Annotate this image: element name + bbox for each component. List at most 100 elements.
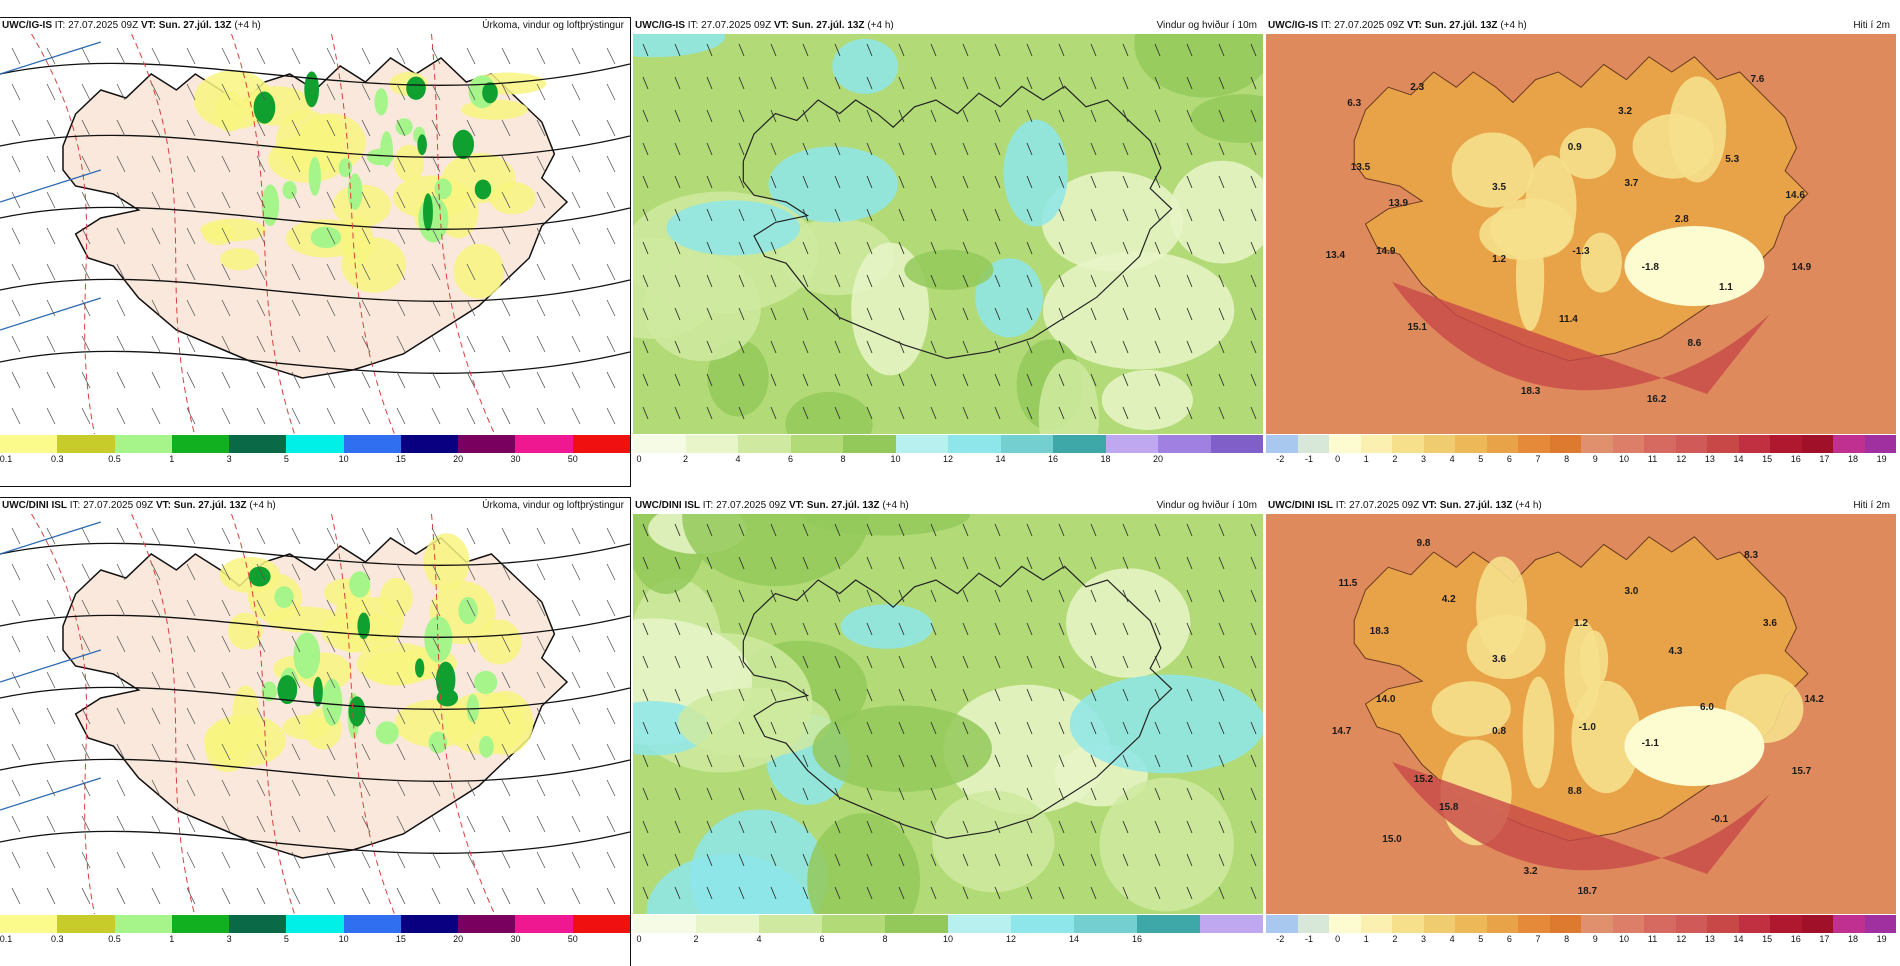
wind-arrow [674, 373, 681, 387]
wind-arrow [802, 589, 809, 603]
wind-barb [46, 887, 56, 905]
wind-arrow [866, 208, 873, 222]
wind-arrow [1122, 688, 1129, 702]
wind-arrow [1250, 109, 1257, 123]
temperature-label: 18.7 [1578, 886, 1598, 897]
wind-arrow [1026, 340, 1033, 354]
colorbar-tick: 12 [1005, 934, 1017, 944]
temperature-label: -0.1 [1711, 814, 1729, 825]
temperature-label: 2.8 [1675, 214, 1689, 225]
graticule-line [0, 649, 101, 683]
wind-arrow [1218, 43, 1225, 57]
panel-title: Úrkoma, vindur og loftþrýstingur [482, 20, 624, 31]
colorbar-swatch [572, 435, 630, 453]
wind-barb [221, 191, 231, 209]
init-time: 27.07.2025 09Z [716, 500, 787, 511]
wind-barb [11, 83, 21, 101]
wind-arrow [738, 688, 745, 702]
wind-arrow [1218, 274, 1225, 288]
wind-arrow [674, 886, 681, 900]
wind-barb [46, 635, 56, 653]
temperature-label: 6.3 [1347, 98, 1361, 109]
wind-arrow [898, 373, 905, 387]
temperature-label: -1.1 [1642, 738, 1660, 749]
wind-arrow [866, 76, 873, 90]
wind-barb [46, 47, 56, 65]
wind-barb [221, 779, 231, 797]
temperature-label: 7.6 [1750, 74, 1764, 85]
wind-barb [256, 887, 266, 905]
wind-arrow [1122, 787, 1129, 801]
temperature-area [1579, 630, 1609, 689]
model-name: UWC/DINI ISL [635, 500, 700, 511]
wind-arrow [898, 688, 905, 702]
temperature-contour [131, 34, 195, 434]
wind-barb [326, 47, 336, 65]
precip-area [435, 661, 456, 698]
colorbar-swatch [885, 915, 948, 933]
wind-arrow [930, 208, 937, 222]
wind-arrow [1154, 820, 1161, 834]
colorbar-tick: 14 [1733, 454, 1744, 464]
wind-barb [116, 887, 126, 905]
wind-arrow [738, 142, 745, 156]
wind-arrow [1154, 853, 1161, 867]
wind-arrow [1250, 721, 1257, 735]
wind-barb [46, 155, 56, 173]
colorbar-tick: 6 [1506, 454, 1512, 464]
wind-arrow [1122, 142, 1129, 156]
wind-barb [606, 119, 616, 137]
wind-area [832, 38, 899, 94]
wind-arrow [1154, 886, 1161, 900]
wind-arrow [1122, 76, 1129, 90]
wind-arrow [802, 274, 809, 288]
wind-arrow [962, 208, 969, 222]
wind-barb [46, 227, 56, 245]
wind-barb [466, 635, 476, 653]
wind-barb [431, 155, 441, 173]
wind-arrow [1218, 307, 1225, 321]
wind-arrow [1154, 175, 1161, 189]
wind-arrow [1026, 43, 1033, 57]
wind-barb [46, 119, 56, 137]
wind-barb [186, 227, 196, 245]
wind-arrow [1218, 853, 1225, 867]
wind-barb [116, 371, 126, 389]
wind-barb [186, 779, 196, 797]
wind-arrow [738, 241, 745, 255]
wind-barb [11, 527, 21, 545]
wind-barb [81, 599, 91, 617]
wind-barb [606, 887, 616, 905]
wind-barb [501, 743, 511, 761]
valid-time: VT: Sun. 27.júl. 13Z [1421, 500, 1513, 511]
wind-barb [396, 83, 406, 101]
wind-barb [466, 335, 476, 353]
wind-arrow [770, 307, 777, 321]
wind-barb [396, 779, 406, 797]
wind-arrow [706, 208, 713, 222]
wind-arrow [802, 655, 809, 669]
wind-arrow [994, 76, 1001, 90]
colorbar-tick: 12 [942, 454, 954, 464]
temperature-contour [31, 34, 95, 434]
wind-barb [151, 191, 161, 209]
wind-barb [256, 851, 266, 869]
wind-barb [151, 707, 161, 725]
wind-arrow [642, 886, 649, 900]
wind-arrow [898, 109, 905, 123]
wind-arrow [1090, 820, 1097, 834]
wind-arrow [1186, 820, 1193, 834]
wind-arrow [1026, 208, 1033, 222]
wind-arrow [994, 43, 1001, 57]
colorbar-tick: 14 [1068, 934, 1080, 944]
colorbar-tick: 7 [1535, 934, 1541, 944]
wind-barb [46, 851, 56, 869]
wind-area [707, 339, 769, 417]
wind-barb [11, 47, 21, 65]
wind-barb [466, 815, 476, 833]
colorbar-swatch [1486, 915, 1518, 933]
wind-arrow [1186, 754, 1193, 768]
wind-arrow [1122, 175, 1129, 189]
wind-arrow [898, 886, 905, 900]
wind-arrow [1026, 589, 1033, 603]
